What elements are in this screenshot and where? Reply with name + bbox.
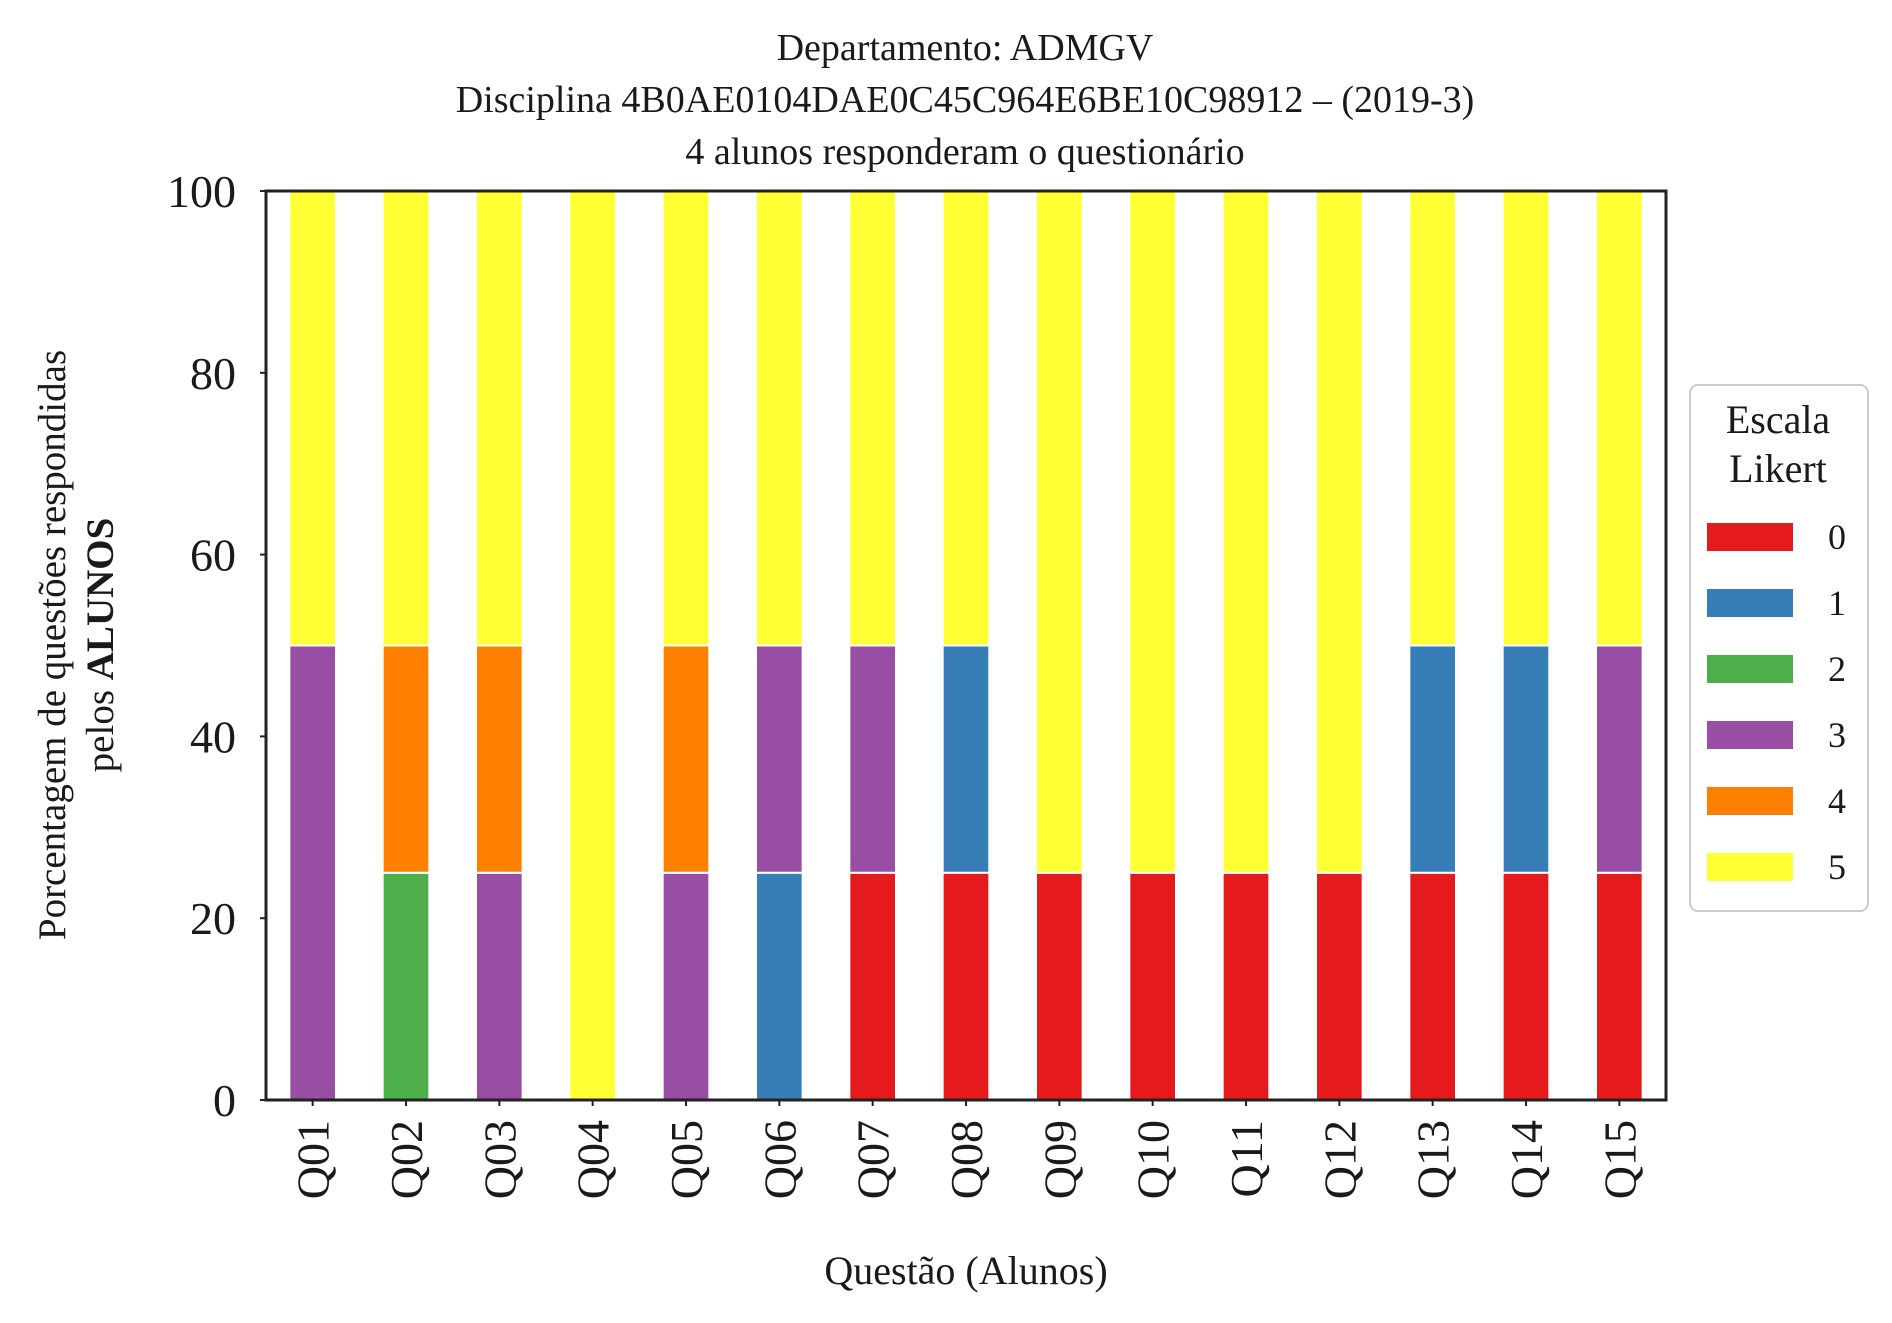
- legend-title-line-2: Likert: [1729, 446, 1827, 491]
- bar-Q08-likert-0: [941, 871, 991, 1101]
- bar-Q05-likert-4: [661, 644, 711, 874]
- legend-label-1: 1: [1828, 583, 1846, 623]
- bar-Q13-likert-5: [1408, 190, 1458, 647]
- y-tick-label: 20: [190, 893, 236, 944]
- bar-Q02-likert-2: [381, 871, 431, 1101]
- legend-swatch-1: [1707, 589, 1793, 617]
- y-axis-label-line-2-bold: ALUNOS: [79, 518, 122, 681]
- bar-Q10-likert-0: [1128, 871, 1178, 1101]
- bar-Q15-likert-5: [1595, 190, 1644, 647]
- x-axis-ticks: Q01 Q02 Q03 Q04 Q05 Q06 Q07 Q08 Q09 Q10 Q11 Q12 Q13 Q…: [288, 1100, 1645, 1199]
- bar-Q14-likert-5: [1501, 190, 1551, 647]
- bar-Q08-likert-5: [941, 190, 991, 647]
- x-tick-label-Q07: Q07: [848, 1120, 899, 1199]
- legend-swatch-0: [1707, 523, 1793, 551]
- legend-label-3: 3: [1828, 715, 1846, 755]
- title-line-2: Disciplina 4B0AE0104DAE0C45C964E6BE10C98…: [456, 79, 1475, 121]
- bar-Q02-likert-5: [381, 190, 431, 647]
- x-axis-label: Questão (Alunos): [824, 1248, 1107, 1293]
- bar-Q06-likert-3: [755, 644, 804, 874]
- bar-Q12-likert-0: [1315, 871, 1364, 1101]
- legend-label-5: 5: [1828, 847, 1846, 887]
- x-tick-label-Q15: Q15: [1594, 1120, 1645, 1199]
- title-line-3: 4 alunos responderam o questionário: [685, 131, 1244, 173]
- legend-items: 0 1 2 3 4 5: [1707, 517, 1846, 887]
- bar-Q06-likert-1: [755, 871, 804, 1101]
- bar-Q03-likert-5: [475, 190, 524, 647]
- bar-Q03-likert-3: [475, 871, 524, 1101]
- legend-swatch-5: [1707, 853, 1793, 881]
- y-tick-label: 100: [167, 166, 236, 217]
- y-axis-label-line-1: Porcentagem de questões respondidas: [31, 350, 74, 940]
- bar-Q03-likert-4: [475, 644, 524, 874]
- x-tick-label-Q09: Q09: [1034, 1120, 1085, 1199]
- x-tick-label-Q01: Q01: [288, 1120, 339, 1199]
- bar-Q01-likert-5: [288, 190, 338, 647]
- bar-Q04-likert-5: [568, 190, 617, 1101]
- x-tick-label-Q06: Q06: [754, 1120, 805, 1199]
- legend-swatch-3: [1707, 721, 1793, 749]
- y-axis-label: Porcentagem de questões respondidas pelo…: [31, 350, 122, 940]
- bar-Q15-likert-0: [1595, 871, 1644, 1101]
- bar-Q05-likert-3: [661, 871, 711, 1101]
- bar-Q10-likert-5: [1128, 190, 1178, 874]
- bar-Q08-likert-1: [941, 644, 991, 874]
- bar-Q01-likert-3: [288, 644, 338, 1101]
- x-tick-label-Q10: Q10: [1128, 1120, 1179, 1199]
- legend-swatch-2: [1707, 655, 1793, 683]
- bar-Q15-likert-3: [1595, 644, 1644, 874]
- bar-Q13-likert-1: [1408, 644, 1458, 874]
- bar-Q07-likert-3: [848, 644, 897, 874]
- bar-Q07-likert-0: [848, 871, 897, 1101]
- y-axis-ticks: 0 20 40 60 80 100: [167, 166, 266, 1126]
- x-tick-label-Q12: Q12: [1314, 1120, 1365, 1199]
- x-tick-label-Q03: Q03: [474, 1120, 525, 1199]
- bar-Q05-likert-5: [661, 190, 711, 647]
- bar-Q11-likert-5: [1221, 190, 1271, 874]
- y-tick-label: 0: [213, 1075, 236, 1126]
- bars-layer: [288, 190, 1644, 1101]
- x-tick-label-Q04: Q04: [568, 1120, 619, 1199]
- legend-frame: [1689, 384, 1869, 912]
- x-tick-label-Q13: Q13: [1408, 1120, 1459, 1199]
- bar-Q11-likert-0: [1221, 871, 1271, 1101]
- bar-Q13-likert-0: [1408, 871, 1458, 1101]
- bar-Q07-likert-5: [848, 190, 897, 647]
- bar-Q09-likert-0: [1035, 871, 1084, 1101]
- x-tick-label-Q05: Q05: [661, 1120, 712, 1199]
- bar-Q09-likert-5: [1035, 190, 1084, 874]
- bar-Q14-likert-0: [1501, 871, 1551, 1101]
- legend-title-line-1: Escala: [1726, 397, 1831, 442]
- y-axis-label-line-2-prefix: pelos: [79, 680, 122, 772]
- y-tick-label: 60: [190, 530, 236, 581]
- x-tick-label-Q14: Q14: [1501, 1120, 1552, 1199]
- bar-Q12-likert-5: [1315, 190, 1364, 874]
- bar-Q02-likert-4: [381, 644, 431, 874]
- y-tick-label: 80: [190, 348, 236, 399]
- legend: Escala Likert 0 1 2 3 4 5: [1689, 384, 1869, 912]
- legend-label-4: 4: [1828, 781, 1846, 821]
- bar-Q14-likert-1: [1501, 644, 1551, 874]
- x-tick-label-Q11: Q11: [1221, 1120, 1272, 1198]
- x-tick-label-Q02: Q02: [381, 1120, 432, 1199]
- legend-label-0: 0: [1828, 517, 1846, 557]
- x-tick-label-Q08: Q08: [941, 1120, 992, 1199]
- y-tick-label: 40: [190, 711, 236, 762]
- y-axis-label-line-2: pelos ALUNOS: [79, 518, 122, 773]
- title-line-1: Departamento: ADMGV: [777, 27, 1154, 69]
- chart-title: Departamento: ADMGV Disciplina 4B0AE0104…: [456, 27, 1475, 173]
- bar-Q06-likert-5: [755, 190, 804, 647]
- legend-label-2: 2: [1828, 649, 1846, 689]
- legend-swatch-4: [1707, 787, 1793, 815]
